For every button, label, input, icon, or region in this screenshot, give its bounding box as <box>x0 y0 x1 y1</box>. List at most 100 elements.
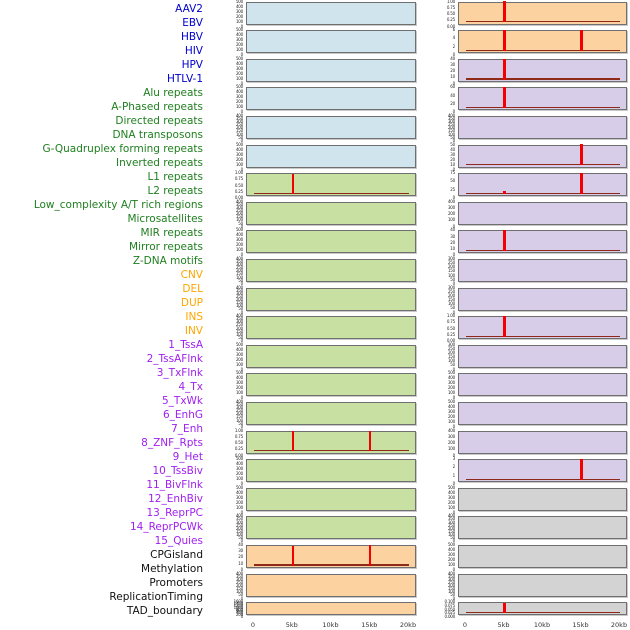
track-label-8-znf-rpts: 8_ZNF_Rpts <box>141 437 203 449</box>
track-panel-1-tssa <box>458 58 627 82</box>
y-tick-label: 300 <box>235 351 243 357</box>
y-tick-label: 0.075 <box>444 602 456 608</box>
signal-spike <box>503 315 506 337</box>
y-axis-ticks: 400 350 300 250 200 150 100 50 0 <box>201 199 243 228</box>
y-axis-ticks: 6 4 2 0 <box>413 28 456 57</box>
track-panel-alu-repeats <box>246 173 416 197</box>
y-tick-label: 20 <box>450 100 455 106</box>
track-panel-z-dna-motifs <box>246 516 416 540</box>
track-label-promoters: Promoters <box>149 577 203 589</box>
y-tick-label: 400 <box>235 489 243 495</box>
track-label-hiv: HIV <box>184 45 203 57</box>
y-tick-label: 300 <box>235 151 243 157</box>
y-tick-label: 150 <box>235 528 243 534</box>
y-tick-label: 150 <box>235 328 243 334</box>
y-tick-label: 250 <box>447 345 455 351</box>
y-tick-label: 0.25 <box>446 331 455 337</box>
y-axis-ticks: 400 350 300 250 200 150 100 50 0 <box>201 255 243 285</box>
y-tick-label: 300 <box>235 466 243 472</box>
y-axis-ticks: 400 350 300 250 200 150 100 50 0 <box>201 313 244 344</box>
y-tick-label: 350 <box>235 401 243 407</box>
y-tick-label: 200 <box>447 556 455 562</box>
y-tick-label: 300 <box>447 255 455 261</box>
y-axis-ticks: 400 350 300 250 200 150 100 50 0 <box>413 514 456 544</box>
y-axis-ticks: 300 250 200 150 100 50 0 <box>413 255 455 285</box>
y-tick-label: 200 <box>235 156 243 162</box>
y-tick-label: 250 <box>235 408 243 414</box>
track-label-z-dna-motifs: Z-DNA motifs <box>132 255 203 267</box>
y-tick-label: 150 <box>235 214 243 220</box>
y-tick-label: 100 <box>447 532 455 538</box>
y-axis-ticks: 60 40 20 0 <box>413 85 456 115</box>
signal-baseline <box>466 611 620 613</box>
y-tick-label: 250 <box>235 579 243 585</box>
y-tick-label: 1200 <box>233 602 244 608</box>
y-tick-label: 75 <box>450 170 455 176</box>
y-tick-label: 0.75 <box>234 433 243 439</box>
track-panel-l2-repeats <box>246 373 416 397</box>
y-tick-label: 150 <box>447 354 455 360</box>
signal-spike <box>580 458 583 480</box>
signal-spike <box>503 191 506 194</box>
signal-spike <box>580 172 583 194</box>
y-tick-label: 400 <box>235 112 243 118</box>
y-tick-label: 0 <box>240 338 244 344</box>
y-tick-label: 0 <box>452 109 456 115</box>
y-tick-label: 100 <box>235 161 243 167</box>
y-tick-label: 500 <box>235 141 243 147</box>
y-tick-label: 400 <box>235 3 243 9</box>
signal-baseline <box>466 478 620 480</box>
y-axis-ticks: 400 350 300 250 200 150 100 50 0 <box>201 398 243 428</box>
track-panel-methylation <box>458 516 627 540</box>
y-tick-label: 300 <box>235 319 243 325</box>
y-tick-label: 30 <box>450 61 455 67</box>
track-label-methylation: Methylation <box>141 563 203 575</box>
y-tick-label: 400 <box>235 513 243 519</box>
y-tick-label: 400 <box>235 398 243 404</box>
track-panel-hiv <box>246 87 416 111</box>
y-tick-label: 4 <box>452 35 456 41</box>
y-tick-label: 20 <box>450 68 455 74</box>
y-axis-ticks: 400 300 200 100 0 <box>413 428 455 457</box>
y-tick-label: 200 <box>447 264 455 270</box>
y-tick-label: 200 <box>235 268 243 274</box>
track-panel-microsatellites <box>246 430 416 454</box>
y-tick-label: 400 <box>235 255 243 261</box>
track-label-aav2: AAV2 <box>175 3 203 15</box>
y-tick-label: 50 <box>238 277 243 283</box>
y-tick-label: 300 <box>447 433 455 439</box>
y-axis-ticks: 300 250 200 150 100 50 0 <box>413 342 455 371</box>
y-tick-label: 100 <box>447 561 455 567</box>
y-tick-label: 350 <box>447 516 455 522</box>
track-panel-htlv-1 <box>246 144 416 168</box>
y-tick-label: 300 <box>235 37 243 43</box>
y-tick-label: 250 <box>235 322 243 328</box>
track-label-htlv-1: HTLV-1 <box>166 73 203 85</box>
y-tick-label: 400 <box>235 313 243 319</box>
y-tick-label: 0 <box>240 252 244 258</box>
signal-baseline <box>254 564 409 566</box>
track-panel-cnv <box>246 544 416 568</box>
y-tick-label: 100 <box>235 361 243 367</box>
y-axis-ticks: 50 40 30 20 10 0 <box>413 142 455 171</box>
signal-baseline <box>466 249 620 252</box>
track-panel-mir-repeats <box>246 459 416 483</box>
y-tick-label: 300 <box>235 576 243 582</box>
y-tick-label: 0 <box>452 395 456 401</box>
y-tick-label: 2 <box>452 464 456 470</box>
y-tick-label: 0 <box>452 538 456 544</box>
track-label-hbv: HBV <box>181 31 203 43</box>
y-tick-label: 40 <box>450 55 455 61</box>
track-panel-promoters <box>458 544 627 568</box>
track-label-9-het: 9_Het <box>172 451 203 463</box>
track-label-4-tx: 4_Tx <box>178 381 203 393</box>
track-label-12-enhbiv: 12_EnhBiv <box>148 493 203 505</box>
y-tick-label: 100 <box>235 331 243 337</box>
y-tick-label: 0 <box>240 595 244 601</box>
y-tick-label: 500 <box>235 341 243 347</box>
track-panel-4-tx <box>458 144 627 168</box>
y-tick-label: 400 <box>235 89 243 95</box>
y-tick-label: 40 <box>450 227 455 233</box>
y-tick-label: 800 <box>235 606 243 612</box>
